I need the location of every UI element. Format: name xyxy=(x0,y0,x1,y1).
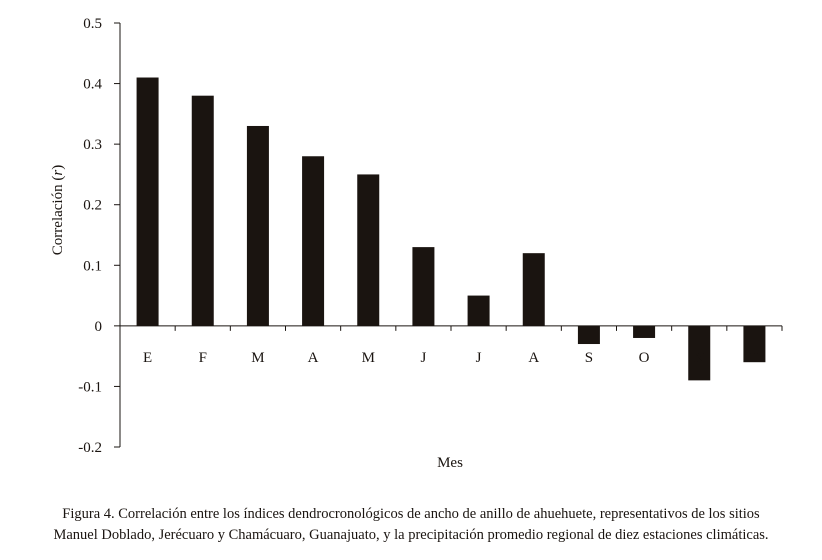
bar-8 xyxy=(522,253,545,326)
y-tick-label: 0.4 xyxy=(83,77,102,93)
bar-3 xyxy=(246,125,269,326)
y-axis-title: Correlación (r) xyxy=(50,165,66,255)
x-tick-label: A xyxy=(308,350,319,366)
x-tick-label: N xyxy=(694,350,705,366)
y-tick-label: 0.2 xyxy=(83,198,102,214)
x-tick-label: M xyxy=(362,350,375,366)
bars xyxy=(136,77,766,381)
x-tick-label: S xyxy=(585,350,593,366)
y-ticks: 0.5 0.4 0.3 0.2 0.1 0 -0.1 -0.2 xyxy=(78,16,120,456)
x-tick-label: J xyxy=(476,350,482,366)
bar-9 xyxy=(577,325,600,345)
y-tick-label: 0 xyxy=(95,319,103,335)
y-axis-title-suffix: ) xyxy=(50,165,66,170)
x-tick-label: A xyxy=(528,350,539,366)
x-tick-label: E xyxy=(143,350,152,366)
x-tick-label: J xyxy=(420,350,426,366)
bar-4 xyxy=(302,156,325,326)
y-axis-title-var: r xyxy=(50,170,66,176)
y-tick-label: -0.1 xyxy=(78,379,102,395)
bar-12 xyxy=(743,325,766,363)
x-tick-label: O xyxy=(639,350,650,366)
caption-line-1: Figura 4. Correlación entre los índices … xyxy=(62,506,760,522)
bar-7 xyxy=(467,295,490,326)
x-tick-label: M xyxy=(251,350,264,366)
y-tick-label: 0.3 xyxy=(83,137,102,153)
bar-5 xyxy=(357,174,380,326)
bar-11 xyxy=(688,325,711,381)
y-tick-label: 0.1 xyxy=(83,258,102,274)
bar-2 xyxy=(191,95,214,326)
caption-line-2: Manuel Doblado, Jerécuaro y Chamácuaro, … xyxy=(53,527,769,543)
bar-6 xyxy=(412,247,435,326)
y-axis-title-prefix: Correlación ( xyxy=(50,176,66,256)
x-tick-label: D xyxy=(749,350,760,366)
x-tick-label: F xyxy=(199,350,207,366)
bar-1 xyxy=(136,77,159,326)
y-tick-label: 0.5 xyxy=(83,16,102,32)
figure-caption: Figura 4. Correlación entre los índices … xyxy=(0,504,822,546)
y-tick-label: -0.2 xyxy=(78,440,102,456)
x-axis-title: Mes xyxy=(437,455,463,471)
bar-10 xyxy=(633,325,656,338)
bar-chart: 0.5 0.4 0.3 0.2 0.1 0 -0.1 -0.2 E F M A M J J A S O N D Co… xyxy=(50,16,783,471)
